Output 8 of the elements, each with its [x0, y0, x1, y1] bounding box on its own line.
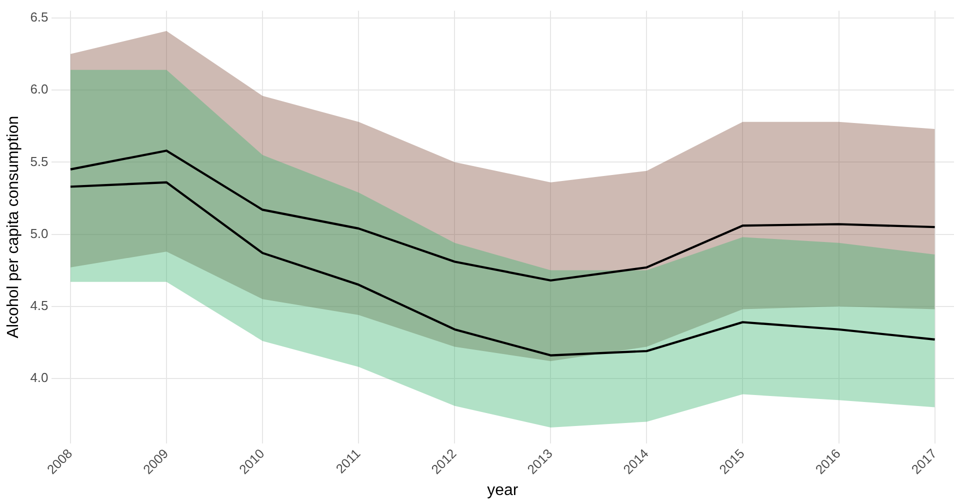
y-tick-label: 4.0 — [30, 370, 48, 386]
y-tick-label: 5.5 — [30, 154, 48, 169]
y-axis-title: Alcohol per capita consumption — [5, 116, 22, 338]
y-tick-label: 6.5 — [30, 10, 48, 25]
y-tick-label: 6.0 — [30, 82, 48, 97]
y-tick-label: 5.0 — [30, 226, 48, 241]
y-tick-label: 4.5 — [30, 298, 48, 313]
x-axis-title: year — [487, 482, 519, 499]
